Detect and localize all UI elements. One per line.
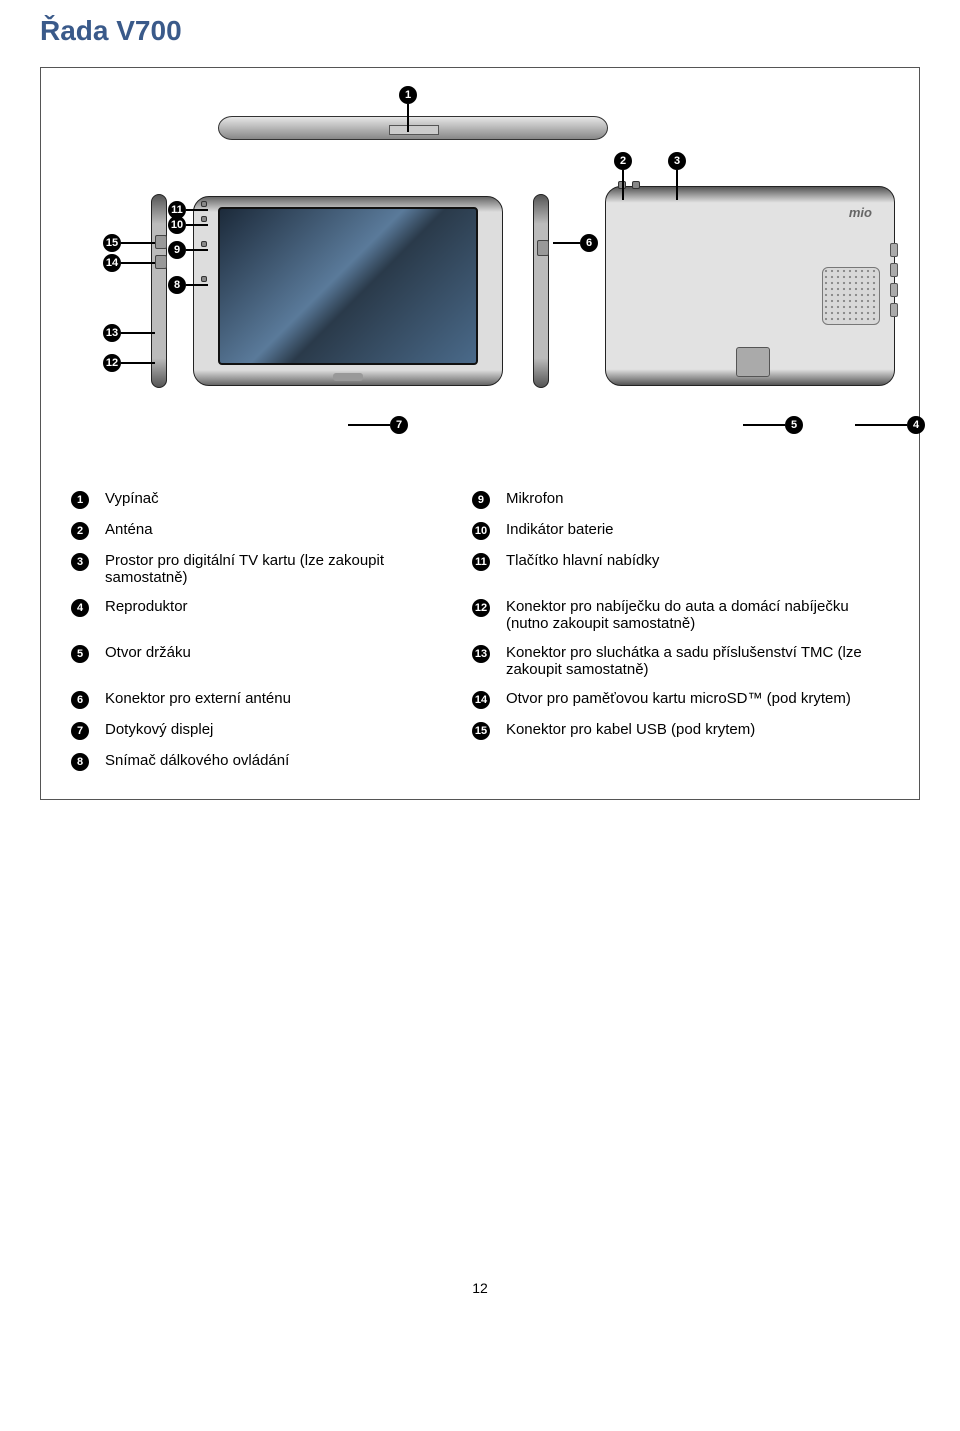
legend-number: 4 xyxy=(71,599,89,617)
legend-number: 12 xyxy=(472,599,490,617)
legend-number: 7 xyxy=(71,722,89,740)
callout-6: 6 xyxy=(553,234,598,252)
leader-line xyxy=(676,170,678,200)
stand-slot xyxy=(736,347,770,377)
legend-label: Prostor pro digitální TV kartu (lze zako… xyxy=(97,546,464,592)
callout-number: 9 xyxy=(168,241,186,259)
callout-7: 7 xyxy=(348,416,408,434)
leader-line xyxy=(186,249,208,251)
callout-number: 5 xyxy=(785,416,803,434)
device-screen xyxy=(218,207,478,365)
leader-line xyxy=(121,362,155,364)
legend-label: Anténa xyxy=(97,515,464,546)
callout-13: 13 xyxy=(103,324,155,342)
side-port-column xyxy=(890,237,898,347)
legend-number: 3 xyxy=(71,553,89,571)
device-back-view: mio xyxy=(605,186,895,386)
callout-number: 7 xyxy=(390,416,408,434)
callout-9: 9 xyxy=(168,241,208,259)
leader-line xyxy=(186,284,208,286)
legend-number: 1 xyxy=(71,491,89,509)
leader-line xyxy=(186,209,208,211)
callout-2: 2 xyxy=(611,152,635,200)
legend-table: 1 Vypínač 9 Mikrofon 2 Anténa 10 Indikátor bate… xyxy=(63,484,897,777)
callout-number: 1 xyxy=(399,86,417,104)
callout-number: 13 xyxy=(103,324,121,342)
callout-4: 4 xyxy=(855,416,925,434)
legend-label: Dotykový displej xyxy=(97,715,464,746)
callout-1: 1 xyxy=(393,86,423,132)
callout-15: 15 xyxy=(103,234,155,252)
legend-number: 10 xyxy=(472,522,490,540)
legend-row: 6 Konektor pro externí anténu 14 Otvor pro … xyxy=(63,684,897,715)
device-right-side-view xyxy=(533,194,549,388)
device-front-view xyxy=(193,196,503,386)
legend-row: 5 Otvor držáku 13 Konektor pro sluchátka a … xyxy=(63,638,897,684)
leader-line xyxy=(622,170,624,200)
legend-number: 14 xyxy=(472,691,490,709)
legend-label: Snímač dálkového ovládání xyxy=(97,746,464,777)
brand-logo: mio xyxy=(849,205,872,220)
leader-line xyxy=(407,104,409,132)
legend-label xyxy=(498,746,897,777)
legend-label: Indikátor baterie xyxy=(498,515,897,546)
legend-row: 4 Reproduktor 12 Konektor pro nabíječku do … xyxy=(63,592,897,638)
callout-number: 6 xyxy=(580,234,598,252)
callout-number: 8 xyxy=(168,276,186,294)
leader-line xyxy=(121,262,155,264)
diagram-container: 1 15 14 13 12 11 10 9 8 7 6 mio xyxy=(40,67,920,800)
device-diagram: 1 15 14 13 12 11 10 9 8 7 6 mio xyxy=(63,86,897,466)
callout-number: 14 xyxy=(103,254,121,272)
legend-number: 6 xyxy=(71,691,89,709)
callout-5: 5 xyxy=(743,416,803,434)
legend-number: 11 xyxy=(472,553,490,571)
callout-number: 15 xyxy=(103,234,121,252)
callout-number: 12 xyxy=(103,354,121,372)
legend-number: 13 xyxy=(472,645,490,663)
leader-line xyxy=(743,424,785,426)
callout-12: 12 xyxy=(103,354,155,372)
legend-label: Vypínač xyxy=(97,484,464,515)
legend-number: 9 xyxy=(472,491,490,509)
page-title: Řada V700 xyxy=(40,15,920,47)
callout-number: 2 xyxy=(614,152,632,170)
legend-label: Konektor pro sluchátka a sadu příslušens… xyxy=(498,638,897,684)
leader-line xyxy=(348,424,390,426)
leader-line xyxy=(121,242,155,244)
legend-label: Reproduktor xyxy=(97,592,464,638)
callout-8: 8 xyxy=(168,276,208,294)
leader-line xyxy=(121,332,155,334)
legend-label: Otvor držáku xyxy=(97,638,464,684)
callout-number: 3 xyxy=(668,152,686,170)
legend-number: 2 xyxy=(71,522,89,540)
leader-line xyxy=(186,224,208,226)
legend-label: Konektor pro kabel USB (pod krytem) xyxy=(498,715,897,746)
legend-row: 3 Prostor pro digitální TV kartu (lze zak… xyxy=(63,546,897,592)
legend-label: Konektor pro nabíječku do auta a domácí … xyxy=(498,592,897,638)
legend-number: 15 xyxy=(472,722,490,740)
legend-label: Otvor pro paměťovou kartu microSD™ (pod … xyxy=(498,684,897,715)
callout-14: 14 xyxy=(103,254,155,272)
callout-3: 3 xyxy=(665,152,689,200)
callout-10: 10 xyxy=(168,216,208,234)
page-number: 12 xyxy=(40,1280,920,1296)
legend-label: Konektor pro externí anténu xyxy=(97,684,464,715)
legend-row: 8 Snímač dálkového ovládání xyxy=(63,746,897,777)
callout-number: 4 xyxy=(907,416,925,434)
leader-line xyxy=(855,424,907,426)
legend-label: Mikrofon xyxy=(498,484,897,515)
speaker-grille xyxy=(822,267,880,325)
leader-line xyxy=(553,242,580,244)
legend-label: Tlačítko hlavní nabídky xyxy=(498,546,897,592)
callout-number: 10 xyxy=(168,216,186,234)
legend-row: 1 Vypínač 9 Mikrofon xyxy=(63,484,897,515)
legend-row: 2 Anténa 10 Indikátor baterie xyxy=(63,515,897,546)
legend-number: 5 xyxy=(71,645,89,663)
legend-row: 7 Dotykový displej 15 Konektor pro kabel US… xyxy=(63,715,897,746)
legend-number: 8 xyxy=(71,753,89,771)
